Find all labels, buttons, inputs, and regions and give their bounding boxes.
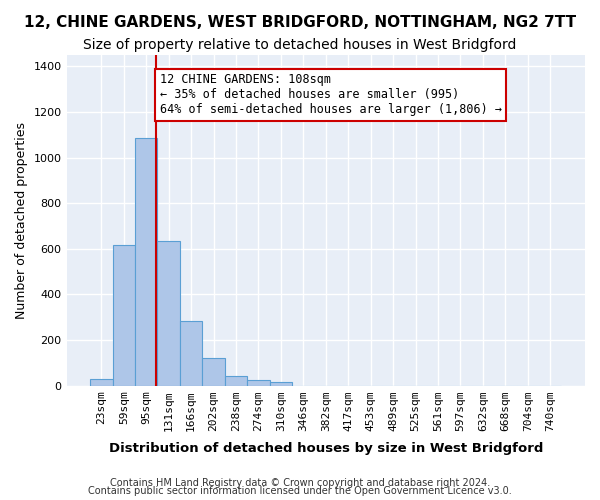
Bar [180,320,202,386]
Text: Size of property relative to detached houses in West Bridgford: Size of property relative to detached ho… [83,38,517,52]
Text: Contains public sector information licensed under the Open Government Licence v3: Contains public sector information licen… [88,486,512,496]
Text: 12 CHINE GARDENS: 108sqm
← 35% of detached houses are smaller (995)
64% of semi-: 12 CHINE GARDENS: 108sqm ← 35% of detach… [160,73,502,116]
Y-axis label: Number of detached properties: Number of detached properties [15,122,28,319]
Text: Contains HM Land Registry data © Crown copyright and database right 2024.: Contains HM Land Registry data © Crown c… [110,478,490,488]
Bar [225,376,247,386]
Bar [269,382,292,386]
Bar [202,358,225,386]
Bar [247,380,269,386]
Text: 12, CHINE GARDENS, WEST BRIDGFORD, NOTTINGHAM, NG2 7TT: 12, CHINE GARDENS, WEST BRIDGFORD, NOTTI… [24,15,576,30]
Bar [135,138,157,386]
Bar [113,246,135,386]
Bar [90,378,113,386]
Bar [157,241,180,386]
X-axis label: Distribution of detached houses by size in West Bridgford: Distribution of detached houses by size … [109,442,543,455]
